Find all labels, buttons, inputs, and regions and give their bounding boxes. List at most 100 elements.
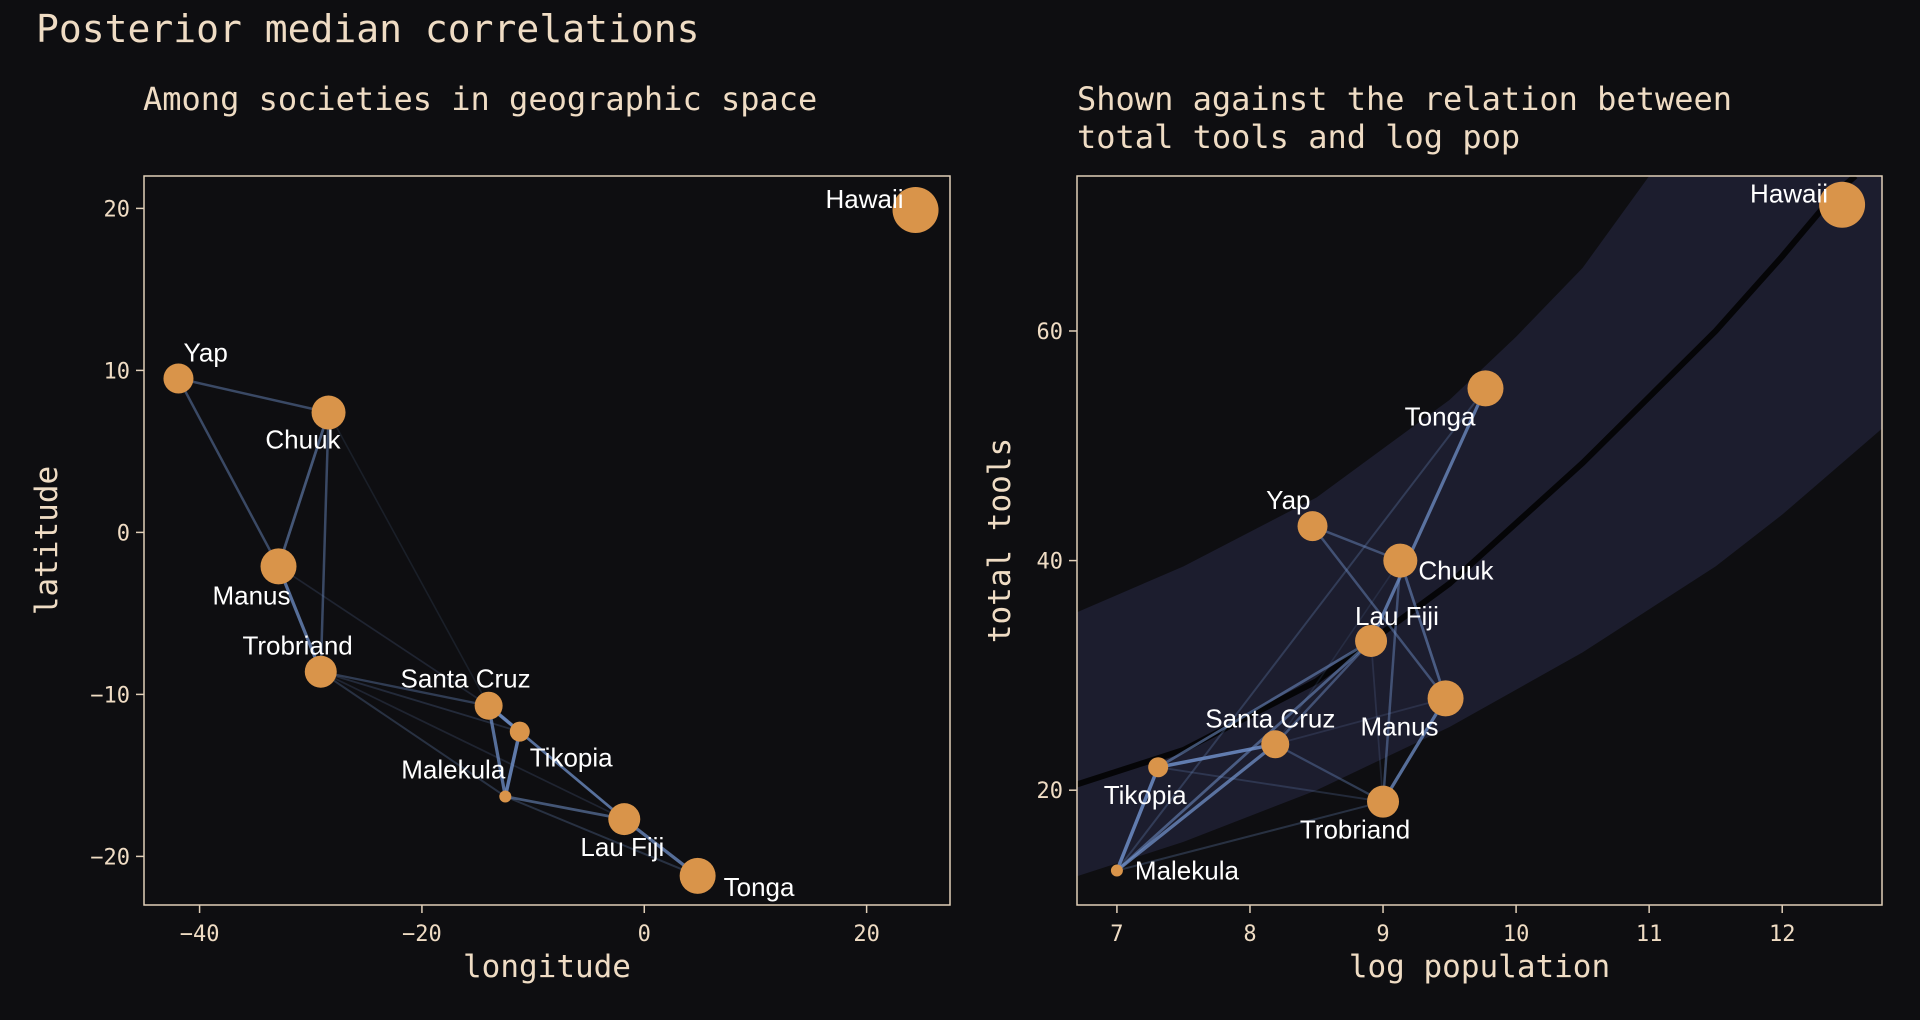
point-label: Trobriand [242,631,352,661]
correlation-edge [505,795,625,821]
point-label: Chuuk [265,425,341,455]
figure-title: Posterior median correlations [36,7,699,51]
y-tick-label: 20 [1037,779,1064,804]
data-point [509,721,530,742]
correlation-edge [1369,387,1487,642]
point-label: Malekula [401,754,506,784]
correlation-edge [1116,800,1384,872]
correlation-edge [504,795,699,877]
correlation-edge [518,730,626,821]
point-label: Chuuk [1418,556,1494,586]
data-point [892,187,939,234]
y-tick-label: 0 [117,521,130,546]
point-label: Yap [1266,485,1310,515]
data-point [163,363,194,394]
panel2-title-line1: Shown against the relation between [1077,80,1732,118]
correlation-edge [1115,639,1372,872]
correlation-edge [1275,697,1446,746]
point-label: Tikopia [530,743,613,773]
data-point [679,857,716,894]
data-point [608,803,641,836]
correlation-edge [1399,560,1447,699]
x-axis-label: log population [1349,949,1610,985]
correlation-edge [1115,766,1160,872]
x-axis-label: longitude [463,949,631,985]
correlation-edge [277,565,323,673]
y-tick-label: −10 [90,683,130,708]
x-tick-label: 10 [1503,922,1530,947]
panel-geographic: Malekula Tikopia Santa Cruz Yap Lau Fiji Trob… [29,175,951,985]
correlation-edge [320,670,506,798]
data-point [499,790,512,803]
point-label: Tonga [724,872,795,902]
point-label: Santa Cruz [401,664,531,694]
point-label: Tikopia [1104,780,1187,810]
correlation-edge [1381,560,1402,802]
y-tick-label: −20 [90,845,130,870]
y-tick-label: 60 [1037,320,1064,345]
correlation-edge [1157,639,1372,769]
y-tick-label: 10 [104,359,131,384]
point-label: Manus [212,580,290,610]
panel1-title: Among societies in geographic space [143,80,817,118]
point-label: Malekula [1135,856,1240,886]
data-point [1148,757,1169,778]
correlation-edge [319,412,330,672]
panel2-title-line2: total tools and log pop [1077,118,1520,156]
point-label: Tonga [1405,401,1476,431]
y-tick-label: 20 [104,197,131,222]
data-point [1261,730,1290,759]
x-tick-label: 9 [1376,922,1389,947]
correlation-edge [320,670,489,707]
data-point [1367,785,1400,818]
correlation-edge [1381,697,1447,803]
correlation-edge [320,670,625,820]
point-label: Santa Cruz [1205,703,1335,733]
correlation-edge [1274,743,1384,803]
correlation-edge [1157,742,1276,769]
correlation-edge [327,412,490,707]
x-tick-label: 20 [853,922,880,947]
correlation-edge [320,670,521,733]
correlation-edge [1115,743,1277,872]
correlation-edge [503,731,522,797]
correlation-edge [1158,766,1384,803]
y-axis-label: latitude [29,466,65,615]
correlation-edge [487,705,507,797]
point-label: Trobriand [1300,815,1410,845]
point-label: Lau Fiji [1355,601,1439,631]
x-tick-label: 8 [1243,922,1256,947]
correlation-edge [177,377,280,568]
data-point [304,655,337,688]
point-label: Lau Fiji [580,832,664,862]
correlation-edge [278,565,490,707]
correlation-edge [1116,387,1487,872]
correlation-edge [1274,560,1402,745]
plot-area [163,187,939,894]
data-point [1110,864,1123,877]
point-label: Yap [183,338,227,368]
data-point [1427,680,1464,717]
point-label: Hawaii [826,184,904,214]
panel2-title: Shown against the relation between total… [1077,80,1751,156]
panel-tools-vs-pop: Malekula Tikopia Santa Cruz Yap Lau Fiji Trob… [982,175,1883,985]
x-tick-label: 11 [1636,922,1663,947]
y-tick-label: 40 [1037,550,1064,575]
correlation-edge [277,412,330,567]
correlation-edge [487,704,626,821]
correlation-edge [1370,640,1384,802]
data-point [1467,370,1504,407]
correlation-edge [178,377,329,414]
point-label: Hawaii [1750,179,1828,209]
data-point [260,548,297,585]
correlation-edge [1274,640,1372,746]
plot-frame [143,175,951,906]
data-point [311,395,346,430]
point-label: Manus [1361,711,1439,741]
x-tick-label: 7 [1110,922,1123,947]
correlation-edge [1311,525,1447,700]
x-tick-label: 0 [638,922,651,947]
data-point [1383,543,1418,578]
y-axis-label: total tools [982,438,1018,643]
